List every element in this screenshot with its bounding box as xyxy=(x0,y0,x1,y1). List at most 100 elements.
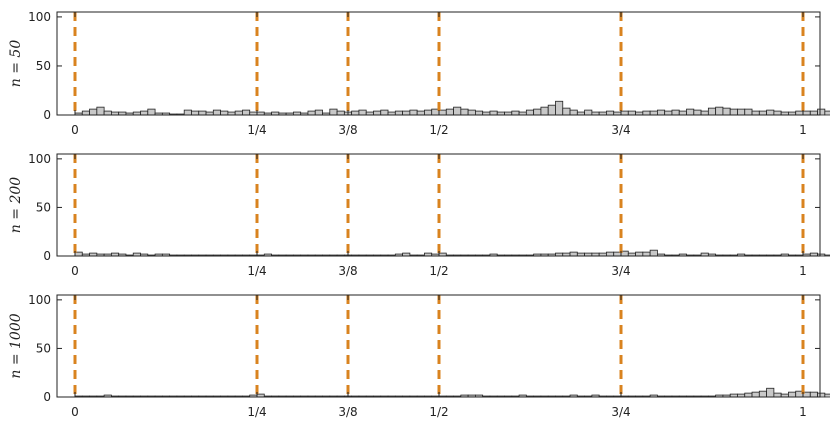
histogram-bar xyxy=(809,110,818,116)
histogram-bar xyxy=(606,251,615,257)
histogram-bar xyxy=(445,108,454,116)
histogram-bar xyxy=(562,107,571,116)
x-tick-label: 1/2 xyxy=(429,405,448,419)
histogram-bar xyxy=(788,391,797,398)
histogram-bar xyxy=(540,106,549,116)
panel-n1000: 0 50 100 0 1/4 3/8 1/2 3/4 1 n = 1000 xyxy=(8,293,830,419)
histogram-bar xyxy=(766,387,775,398)
histogram-bar xyxy=(402,110,411,116)
histogram-bar xyxy=(737,108,746,116)
histogram-bar xyxy=(467,109,476,116)
histogram-bar xyxy=(700,110,709,116)
histogram-bar xyxy=(635,251,644,257)
histogram-bar xyxy=(657,109,666,116)
y-axis-label: n = 50 xyxy=(8,40,24,88)
histogram-bar xyxy=(817,108,826,116)
histogram-bar xyxy=(671,109,680,116)
histogram-bar xyxy=(824,254,830,257)
y-tick-label: 0 xyxy=(43,108,51,122)
histogram-bar xyxy=(773,110,782,116)
histogram-bar xyxy=(584,109,593,116)
histogram-bar xyxy=(722,107,731,116)
histogram-bar xyxy=(242,109,251,116)
histogram-bar xyxy=(627,110,636,116)
histogram-bar xyxy=(824,110,830,116)
y-tick-label: 100 xyxy=(28,10,51,24)
histogram-bar xyxy=(555,100,564,116)
histogram-bar xyxy=(809,391,818,398)
histogram-bar xyxy=(649,110,658,116)
x-tick-label: 0 xyxy=(71,264,79,278)
histogram-bar xyxy=(191,110,200,116)
histogram-bar xyxy=(758,110,768,116)
histogram-bar xyxy=(336,110,345,116)
y-tick-label: 100 xyxy=(28,293,51,307)
x-tick-label: 1/2 xyxy=(429,264,448,278)
x-tick-label: 0 xyxy=(71,405,79,419)
histogram-bar xyxy=(533,108,542,116)
histogram-bar xyxy=(686,108,695,116)
histogram-bar xyxy=(416,110,425,116)
histogram-bar xyxy=(307,110,316,116)
x-tick-label: 1 xyxy=(799,405,807,419)
histogram-bar xyxy=(96,106,105,116)
histogram-bar xyxy=(678,110,687,116)
histogram-bar xyxy=(766,109,775,116)
x-tick-label: 0 xyxy=(71,123,79,137)
histogram-bar xyxy=(220,110,229,116)
histogram-bar xyxy=(729,108,738,116)
x-tick-label: 1 xyxy=(799,264,807,278)
histogram-bar xyxy=(409,109,418,116)
histogram-bar xyxy=(81,110,90,116)
histogram-bar xyxy=(744,108,753,116)
y-axis-label: n = 1000 xyxy=(8,313,24,378)
histogram-bar xyxy=(525,109,535,116)
histogram-bar xyxy=(212,109,222,116)
y-tick-label: 50 xyxy=(36,59,51,73)
x-tick-label: 1/2 xyxy=(429,123,448,137)
y-tick-label: 50 xyxy=(36,341,51,355)
x-tick-label: 1/4 xyxy=(247,264,266,278)
histogram-bar xyxy=(795,110,804,116)
histogram-bar xyxy=(664,110,673,116)
histogram-bar xyxy=(394,110,404,116)
x-tick-label: 1 xyxy=(799,123,807,137)
histogram-bar xyxy=(606,110,615,116)
histogram-bar xyxy=(649,249,658,257)
histogram-bar xyxy=(547,104,556,116)
histogram-bar xyxy=(620,110,629,116)
histogram-bar xyxy=(474,110,484,116)
histogram-bar xyxy=(453,106,462,116)
histogram-bar xyxy=(824,393,830,398)
histogram-bar xyxy=(642,110,651,116)
histogram-bar xyxy=(314,109,323,116)
histogram-bar xyxy=(642,251,651,257)
y-tick-label: 0 xyxy=(43,390,51,404)
histogram-bar xyxy=(140,110,149,116)
histogram-bar xyxy=(380,109,389,116)
y-tick-label: 50 xyxy=(36,200,51,214)
histogram-bar xyxy=(569,109,578,116)
histogram-bar xyxy=(758,390,768,398)
x-tick-label: 3/8 xyxy=(338,123,357,137)
histogram-bar xyxy=(569,251,578,257)
panel-n50: 0 50 100 0 1/4 3/8 1/2 3/4 1 n = 50 xyxy=(8,10,830,137)
histogram-bar xyxy=(183,109,192,116)
histogram-bar xyxy=(147,108,156,116)
histogram-bar xyxy=(373,110,382,116)
histogram-bar xyxy=(89,108,98,116)
x-tick-label: 3/4 xyxy=(611,264,630,278)
histogram-bar xyxy=(489,110,498,116)
y-tick-label: 100 xyxy=(28,152,51,166)
histogram-bar xyxy=(751,391,760,398)
x-tick-label: 1/4 xyxy=(247,123,266,137)
histogram-bar xyxy=(773,392,782,398)
x-tick-label: 3/8 xyxy=(338,405,357,419)
histogram-bar xyxy=(460,108,469,116)
histogram-bar xyxy=(511,110,520,116)
histogram-bar xyxy=(329,108,338,116)
y-axis-label: n = 200 xyxy=(8,177,24,233)
histogram-bar xyxy=(707,107,717,116)
histogram-bar xyxy=(198,110,207,116)
